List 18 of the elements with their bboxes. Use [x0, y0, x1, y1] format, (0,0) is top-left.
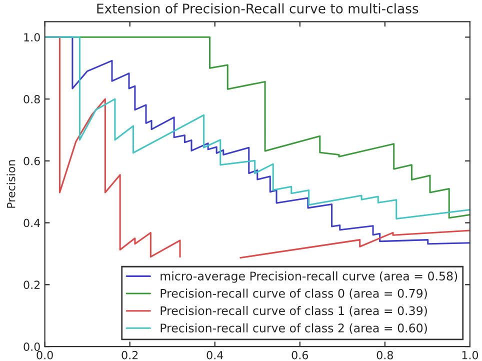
y-tick-label: 0.2 — [24, 280, 40, 290]
legend-label: micro-average Precision-recall curve (area = 0.58) — [160, 271, 458, 283]
legend-label: Precision-recall curve of class 1 (area = 0.39) — [160, 306, 427, 317]
y-tick-label: 0.0 — [24, 342, 40, 351]
x-tick-label: 1.0 — [462, 350, 478, 360]
x-tick-label: 0.6 — [292, 350, 308, 360]
legend-label: Precision-recall curve of class 0 (area = 0.79) — [160, 288, 427, 300]
y-tick-label: 1.0 — [24, 33, 40, 42]
y-tick-label: 0.6 — [24, 156, 40, 166]
y-tick-label: 0.4 — [24, 218, 40, 228]
x-tick-label: 0.2 — [122, 350, 138, 360]
y-tick-label: 0.8 — [24, 94, 40, 104]
x-tick-label: 0.0 — [36, 350, 53, 360]
x-tick-label: 0.8 — [376, 350, 393, 360]
y-axis-title: Precision — [6, 160, 16, 208]
x-tick-label: 0.4 — [206, 350, 224, 360]
chart-title: Extension of Precision-Recall curve to multi-class — [97, 3, 418, 14]
legend-label: Precision-recall curve of class 2 (area = 0.60) — [160, 323, 427, 334]
